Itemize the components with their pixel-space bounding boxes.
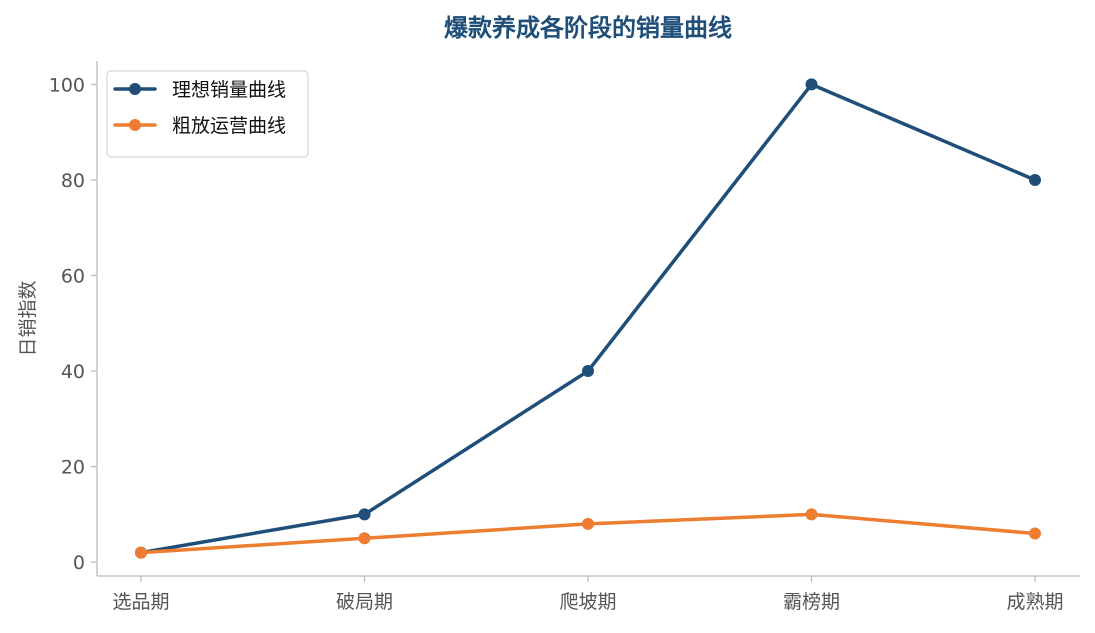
data-point — [358, 508, 371, 521]
legend-swatch-marker — [129, 119, 141, 131]
legend-label: 粗放运营曲线 — [172, 115, 286, 137]
x-tick-label: 成熟期 — [1006, 591, 1063, 613]
y-tick-label: 80 — [61, 170, 85, 192]
x-tick-label: 破局期 — [336, 591, 393, 613]
data-point — [358, 532, 371, 545]
y-tick-label: 40 — [61, 361, 85, 383]
x-tick-label: 霸榜期 — [783, 591, 840, 613]
series-layer — [135, 78, 1041, 559]
chart-title: 爆款养成各阶段的销量曲线 — [444, 14, 732, 42]
legend-item: 理想销量曲线 — [113, 79, 286, 101]
data-point — [582, 365, 594, 378]
legend-swatch-marker — [129, 83, 141, 95]
data-point — [582, 517, 594, 530]
y-tick-label: 0 — [73, 552, 85, 574]
data-point — [805, 508, 818, 521]
x-tick-label: 爬坡期 — [559, 591, 616, 613]
data-point — [805, 78, 818, 91]
legend-item: 粗放运营曲线 — [113, 115, 286, 137]
y-axis-label: 日销指数 — [17, 280, 39, 356]
data-point — [135, 546, 147, 559]
y-tick-label: 60 — [61, 266, 85, 288]
y-tick-label: 20 — [61, 457, 85, 479]
y-tick-label: 100 — [49, 74, 85, 96]
legend-label: 理想销量曲线 — [172, 79, 286, 101]
axes: 0 20 40 60 80 100 选品期 破局期 爬坡期 霸榜期 成熟期 — [49, 61, 1080, 613]
data-point — [1029, 527, 1041, 540]
legend-box — [106, 70, 309, 158]
x-tick-label: 选品期 — [112, 591, 169, 613]
series-2 — [135, 508, 1041, 559]
data-point — [1029, 173, 1041, 186]
